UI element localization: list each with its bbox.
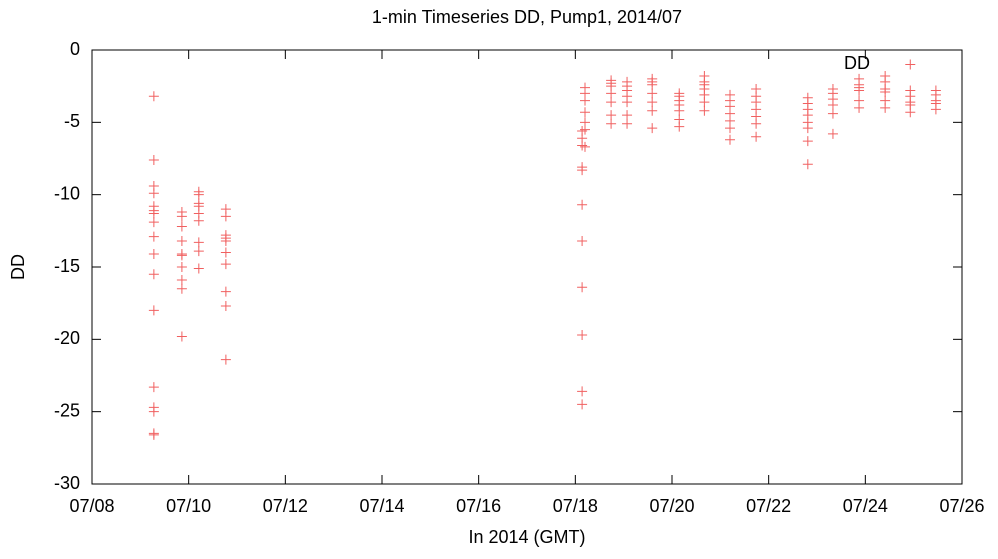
point	[148, 429, 159, 440]
point	[880, 102, 891, 113]
point	[176, 211, 187, 222]
point	[580, 107, 590, 118]
point	[725, 134, 735, 145]
point	[622, 118, 633, 129]
point	[647, 88, 658, 99]
point	[580, 95, 590, 106]
point	[577, 165, 588, 176]
point	[148, 248, 159, 259]
point	[577, 399, 588, 410]
y-tick-label: -25	[54, 400, 80, 420]
point	[622, 97, 633, 108]
point	[699, 105, 710, 116]
point	[802, 123, 813, 134]
point	[647, 105, 658, 116]
point	[606, 97, 617, 108]
point	[220, 235, 231, 246]
x-tick-label: 07/26	[939, 496, 984, 516]
point	[854, 85, 865, 96]
y-tick-label: -5	[64, 111, 80, 131]
point	[577, 199, 588, 210]
point	[148, 217, 159, 228]
point	[193, 263, 204, 274]
point	[606, 118, 617, 129]
point	[148, 91, 159, 102]
point	[647, 97, 658, 108]
x-tick-label: 07/22	[746, 496, 791, 516]
point	[193, 215, 204, 226]
point	[176, 235, 187, 246]
point	[220, 354, 231, 365]
y-axis-label: DD	[8, 254, 28, 280]
point	[751, 131, 762, 142]
x-tick-label: 07/14	[359, 496, 404, 516]
point	[622, 110, 633, 121]
point	[930, 104, 941, 115]
point	[148, 406, 159, 417]
point	[148, 231, 159, 242]
point	[176, 262, 187, 272]
x-tick-label: 07/16	[456, 496, 501, 516]
point	[674, 121, 685, 132]
point	[148, 305, 159, 316]
legend-label: DD	[844, 53, 870, 73]
y-tick-label: -30	[54, 473, 80, 493]
y-tick-label: -20	[54, 328, 80, 348]
point	[577, 282, 588, 293]
point	[905, 59, 916, 70]
point	[577, 235, 588, 246]
x-tick-label: 07/08	[69, 496, 114, 516]
x-tick-label: 07/20	[649, 496, 694, 516]
point	[193, 189, 204, 200]
y-tick-label: -15	[54, 256, 80, 276]
point	[148, 269, 159, 280]
point	[220, 247, 231, 258]
point	[577, 386, 588, 397]
y-tick-label: 0	[70, 39, 80, 59]
point	[827, 108, 838, 119]
point	[905, 107, 916, 118]
point	[148, 188, 159, 199]
point	[148, 154, 159, 165]
point	[802, 136, 813, 147]
point	[647, 123, 658, 134]
point	[193, 246, 204, 257]
point	[580, 124, 590, 135]
point	[880, 86, 891, 97]
point	[802, 159, 813, 170]
point	[176, 250, 187, 261]
point	[577, 329, 588, 340]
point	[606, 88, 617, 99]
point	[220, 286, 231, 297]
point	[176, 331, 187, 342]
chart-title: 1-min Timeseries DD, Pump1, 2014/07	[372, 7, 682, 27]
point	[148, 382, 159, 393]
x-tick-label: 07/12	[263, 496, 308, 516]
point	[699, 97, 710, 108]
point	[220, 301, 231, 312]
x-tick-label: 07/24	[843, 496, 888, 516]
point	[176, 221, 187, 232]
point	[220, 211, 231, 222]
point	[674, 105, 685, 116]
y-tick-label: -10	[54, 183, 80, 203]
x-tick-label: 07/18	[553, 496, 598, 516]
point	[854, 102, 865, 113]
point	[751, 118, 762, 129]
point	[827, 128, 838, 139]
x-tick-label: 07/10	[166, 496, 211, 516]
point	[580, 141, 590, 152]
point	[193, 237, 204, 248]
point	[647, 79, 658, 90]
point	[148, 208, 159, 219]
x-axis-label: In 2014 (GMT)	[468, 527, 585, 547]
point	[220, 259, 231, 270]
point	[176, 275, 187, 286]
point	[725, 123, 735, 134]
point	[827, 99, 838, 110]
point	[606, 110, 617, 121]
point	[176, 283, 187, 294]
